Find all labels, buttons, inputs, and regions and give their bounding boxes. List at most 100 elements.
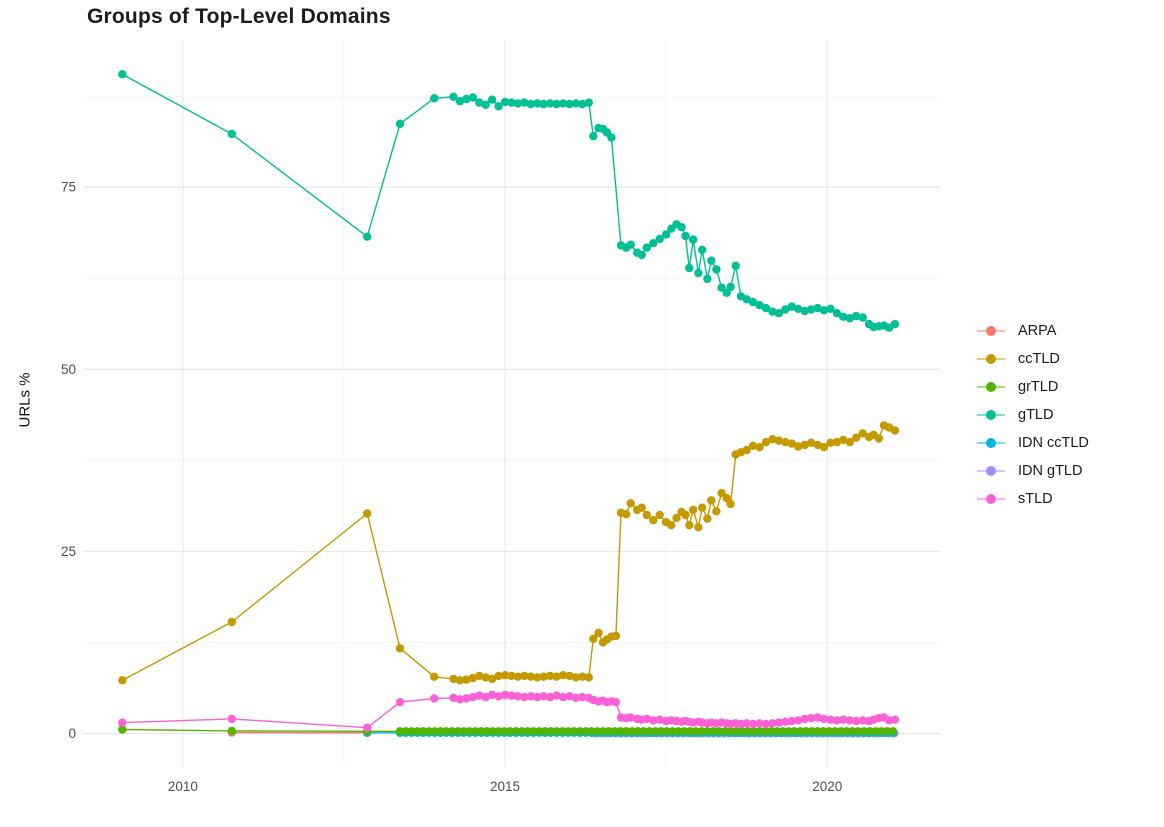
- series-point-grtld: [477, 727, 486, 736]
- series-point-gtld: [806, 305, 816, 314]
- legend-key-dot: [986, 326, 996, 336]
- series-point-stld: [462, 694, 471, 703]
- series-point-gtld: [589, 132, 598, 141]
- series-point-gtld: [800, 306, 809, 316]
- series-point-gtld: [703, 274, 712, 284]
- series-point-stld: [526, 692, 535, 701]
- legend-key-icon-idn-gtld: [977, 466, 1005, 476]
- series-point-gtld: [578, 99, 587, 109]
- series-point-gtld: [681, 231, 690, 241]
- series-point-cctld: [832, 437, 842, 447]
- series-point-stld: [649, 716, 658, 725]
- series-point-cctld: [468, 673, 477, 683]
- legend-key-icon-grtld: [977, 382, 1005, 392]
- series-point-cctld: [685, 521, 694, 530]
- series-point-cctld: [712, 507, 721, 516]
- series-point-grtld: [511, 727, 521, 736]
- series-point-grtld: [581, 727, 590, 736]
- series-point-gtld: [707, 256, 716, 265]
- series-point-grtld: [767, 727, 776, 736]
- series-point-gtld: [449, 92, 458, 102]
- series-point-cctld: [806, 438, 816, 447]
- legend-item-grtld: grTLD: [976, 376, 1089, 398]
- series-point-grtld: [419, 727, 428, 736]
- series-point-grtld: [865, 727, 874, 736]
- series-point-gtld: [712, 265, 721, 274]
- legend-key-dot: [986, 410, 996, 420]
- series-point-stld: [468, 692, 477, 702]
- series-point-gtld: [787, 302, 796, 311]
- series-point-cctld: [672, 513, 681, 523]
- series-point-gtld: [565, 99, 574, 109]
- series-point-cctld: [455, 676, 465, 685]
- series-point-gtld: [748, 298, 758, 307]
- chart-title: Groups of Top-Level Domains: [87, 5, 391, 28]
- series-point-grtld: [662, 727, 671, 736]
- series-point-grtld: [714, 727, 724, 736]
- series-point-gtld: [571, 99, 581, 108]
- series-point-cctld: [533, 673, 542, 682]
- series-point-gtld: [839, 312, 848, 321]
- series-point-cctld: [594, 628, 603, 638]
- series-point-grtld: [569, 727, 579, 736]
- legend-item-idn-gtld: IDN gTLD: [976, 460, 1089, 482]
- series-point-grtld: [575, 727, 584, 736]
- series-point-cctld: [787, 439, 796, 448]
- series-point-cctld: [475, 671, 484, 681]
- series-point-grtld: [598, 727, 608, 736]
- series-point-gtld: [755, 301, 764, 310]
- series-point-gtld: [694, 268, 703, 278]
- series-point-stld: [363, 723, 372, 732]
- series-point-cctld: [552, 672, 561, 681]
- series-point-grtld: [430, 727, 439, 736]
- series-point-cctld: [611, 631, 621, 641]
- series-point-gtld: [468, 93, 477, 102]
- series-point-stld: [539, 692, 548, 701]
- series-point-stld: [761, 719, 771, 729]
- series-point-grtld: [871, 727, 880, 736]
- series-point-stld: [481, 692, 490, 702]
- series-point-stld: [507, 691, 516, 700]
- series-point-cctld: [513, 672, 523, 681]
- legend-key-dot: [986, 438, 996, 448]
- series-point-cctld: [813, 440, 822, 450]
- series-point-gtld: [488, 95, 497, 104]
- series-point-grtld: [593, 727, 602, 736]
- series-point-cctld: [707, 496, 716, 505]
- y-tick-label: 75: [61, 180, 76, 195]
- series-point-grtld: [877, 727, 886, 736]
- series-point-grtld: [656, 727, 666, 736]
- legend-key-icon-idn-cctld: [977, 438, 1005, 448]
- series-point-grtld: [616, 727, 625, 736]
- legend-key-dot: [986, 382, 996, 392]
- series-point-gtld: [395, 119, 405, 128]
- series-point-stld: [500, 690, 510, 700]
- series-point-grtld: [680, 727, 689, 736]
- series-point-stld: [742, 719, 751, 728]
- series-point-stld: [852, 716, 861, 726]
- series-point-gtld: [661, 230, 671, 239]
- series-point-gtld: [890, 319, 900, 329]
- series-point-gtld: [462, 94, 471, 104]
- series-point-stld: [565, 692, 574, 701]
- series-point-cctld: [520, 671, 529, 681]
- series-point-cctld: [768, 435, 777, 444]
- series-point-gtld: [649, 239, 658, 248]
- series-point-grtld: [836, 727, 845, 736]
- series-point-grtld: [459, 727, 468, 736]
- series-point-cctld: [774, 436, 784, 445]
- series-point-grtld: [413, 727, 422, 736]
- series-point-stld: [655, 715, 664, 724]
- series-point-grtld: [395, 727, 405, 736]
- series-point-grtld: [227, 726, 236, 736]
- series-point-grtld: [529, 727, 538, 736]
- series-point-cctld: [681, 510, 690, 520]
- series-point-grtld: [436, 727, 445, 736]
- legend: ARPA ccTLD grTLD gTLD IDN ccTLD IDN gTLD sTLD: [976, 320, 1089, 516]
- series-point-cctld: [703, 514, 712, 523]
- series-line-gtld: [121, 73, 896, 329]
- series-point-grtld: [488, 727, 497, 736]
- series-point-cctld: [578, 672, 587, 681]
- series-point-stld: [826, 715, 835, 724]
